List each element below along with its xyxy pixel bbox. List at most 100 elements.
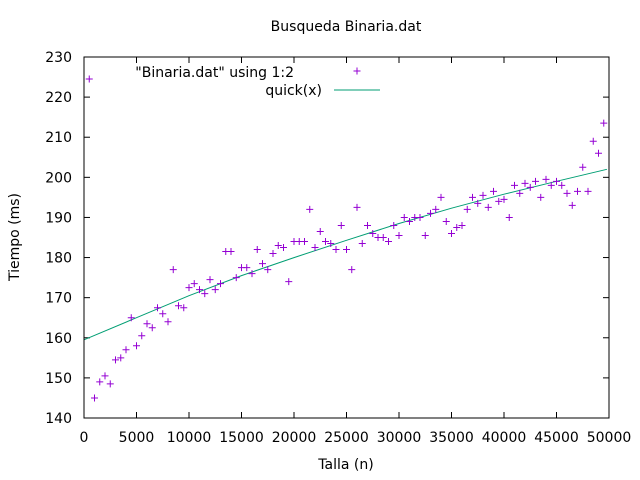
data-point <box>327 240 335 248</box>
data-point <box>253 246 261 254</box>
data-point <box>595 149 602 157</box>
y-axis-title: Tiempo (ms) <box>7 193 23 282</box>
data-point <box>106 380 114 388</box>
legend: "Binaria.dat" using 1:2 quick(x) <box>135 65 380 99</box>
data-point <box>122 346 130 354</box>
legend-label-points: "Binaria.dat" using 1:2 <box>135 65 294 81</box>
data-point <box>280 244 287 252</box>
data-point <box>133 342 140 350</box>
x-tick-label: 10000 <box>167 430 212 446</box>
data-point <box>406 217 413 225</box>
x-axis-title: Talla (n) <box>317 457 373 473</box>
data-point <box>159 310 167 318</box>
fit-line <box>83 168 608 341</box>
data-point <box>369 229 377 237</box>
data-point <box>574 187 581 195</box>
data-point <box>458 221 466 229</box>
x-tick-label: 45000 <box>534 430 579 446</box>
data-point <box>259 260 266 268</box>
y-tick-label: 200 <box>45 170 72 186</box>
data-point <box>400 213 408 221</box>
data-point <box>600 119 608 127</box>
data-point <box>469 193 476 201</box>
data-point <box>379 234 387 241</box>
data-point <box>505 213 513 221</box>
fit-line-series <box>83 168 608 341</box>
y-tick-label: 230 <box>45 50 72 66</box>
data-point <box>416 213 424 221</box>
y-tick-label: 220 <box>45 90 72 106</box>
data-point <box>306 205 314 213</box>
y-tick-label: 210 <box>45 130 72 146</box>
data-point <box>579 163 587 171</box>
data-point <box>311 244 319 252</box>
data-point <box>232 274 240 282</box>
data-point <box>112 356 119 364</box>
data-point <box>484 203 492 211</box>
data-point <box>148 324 156 332</box>
data-point <box>190 280 198 288</box>
data-point <box>474 199 482 207</box>
data-point <box>269 250 277 258</box>
legend-plus-marker <box>353 67 361 75</box>
data-point <box>553 177 560 185</box>
data-point <box>180 304 188 312</box>
data-point <box>542 175 550 183</box>
y-tick-label: 190 <box>45 210 72 226</box>
data-point <box>101 372 109 380</box>
data-point <box>500 195 508 203</box>
data-point <box>201 290 209 298</box>
legend-label-line: quick(x) <box>265 83 322 99</box>
data-point <box>322 238 329 246</box>
data-point <box>211 286 219 294</box>
data-point <box>563 189 571 197</box>
y-axis: 140 150 160 170 180 190 200 210 220 230 <box>45 50 609 427</box>
data-point <box>448 229 455 237</box>
data-point <box>395 231 403 239</box>
chart-title: Busqueda Binaria.dat <box>271 19 422 35</box>
data-point <box>547 181 555 189</box>
data-point <box>301 238 308 246</box>
x-tick-label: 35000 <box>429 430 474 446</box>
data-point <box>479 191 487 199</box>
data-point <box>584 187 592 195</box>
data-point <box>353 203 361 211</box>
x-tick-label: 30000 <box>377 430 422 446</box>
data-point <box>390 221 398 229</box>
data-point <box>521 179 529 187</box>
data-point <box>285 278 293 286</box>
data-point <box>91 394 98 402</box>
y-tick-label: 150 <box>45 371 72 387</box>
data-point <box>332 246 340 254</box>
plot-border <box>83 56 610 419</box>
data-point <box>264 266 272 274</box>
x-axis: 0 5000 10000 15000 20000 25000 30000 35000 40000… <box>80 57 631 446</box>
data-point <box>164 318 172 326</box>
data-point <box>85 75 93 83</box>
data-point <box>337 221 345 229</box>
data-point <box>490 187 497 195</box>
y-tick-label: 140 <box>45 411 72 427</box>
data-point <box>532 177 539 185</box>
data-point <box>495 197 503 205</box>
data-point <box>117 354 125 362</box>
data-point <box>442 217 450 225</box>
x-tick-label: 5000 <box>119 430 155 446</box>
data-point <box>348 266 356 274</box>
data-point <box>453 223 461 231</box>
data-point <box>589 137 597 145</box>
data-point <box>511 181 518 189</box>
x-tick-label: 15000 <box>219 430 264 446</box>
data-point <box>206 276 214 284</box>
data-point <box>558 181 566 189</box>
data-point <box>432 205 440 213</box>
data-point <box>217 280 224 288</box>
data-point <box>358 240 366 248</box>
data-point <box>343 246 350 254</box>
data-point <box>316 227 324 235</box>
data-point <box>169 266 177 274</box>
x-tick-label: 25000 <box>324 430 369 446</box>
data-point <box>248 270 256 278</box>
data-point <box>568 201 576 209</box>
